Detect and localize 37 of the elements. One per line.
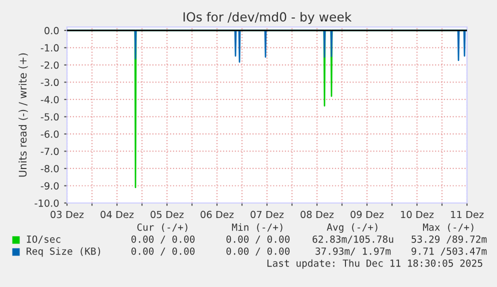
chart-title: IOs for /dev/md0 - by week: [184, 12, 352, 24]
y-tick-label: -8.0: [40, 164, 59, 172]
y-tick-label: -6.0: [40, 130, 59, 138]
x-tick-label: 06 Dez: [200, 210, 234, 218]
x-tick-label: 03 Dez: [50, 210, 84, 218]
text: Max (-/+): [423, 223, 474, 232]
y-tick-label: -9.0: [40, 182, 59, 190]
x-tick-label: 04 Dez: [100, 210, 134, 218]
text: Cur (-/+): [137, 223, 188, 232]
legend-label: Req Size (KB): [26, 247, 100, 257]
text: 0.00 / 0.00: [226, 247, 290, 256]
x-tick-label: 05 Dez: [150, 210, 184, 218]
text: 62.83m/105.78u: [312, 235, 394, 244]
text: 37.93m/ 1.97m: [316, 247, 391, 256]
text: Last update: Thu Dec 11 18:30:05 2025: [267, 259, 482, 269]
x-tick-label: 09 Dez: [350, 210, 384, 218]
x-tick-label: 10 Dez: [401, 210, 434, 218]
y-tick-label: -2.0: [40, 61, 59, 69]
y-tick-label: -1.0: [40, 44, 59, 52]
text: 0.00 / 0.00: [131, 247, 195, 256]
y-tick-label: -7.0: [40, 148, 59, 156]
text: Min (-/+): [232, 223, 282, 232]
text: Avg (-/+): [326, 223, 378, 233]
x-tick-label: 11 Dez: [451, 210, 484, 218]
y-tick-label: -3.0: [40, 78, 59, 86]
text: 0.00 / 0.00: [226, 235, 290, 244]
text: 0.00 / 0.00: [131, 235, 195, 244]
text: 9.71 /503.47m: [412, 247, 487, 256]
y-tick-label: -4.0: [40, 96, 59, 104]
x-tick-label: 07 Dez: [250, 210, 284, 218]
text: 53.29 /89.72m: [412, 235, 487, 244]
y-tick-label: -5.0: [40, 113, 59, 121]
y-tick-label: -10.0: [34, 199, 59, 207]
y-tick-label: 0.0: [44, 26, 59, 34]
legend-label: IO/sec: [26, 235, 60, 244]
x-tick-label: 08 Dez: [300, 210, 334, 218]
y-axis-title: Units read (-) / write (+): [18, 53, 28, 177]
